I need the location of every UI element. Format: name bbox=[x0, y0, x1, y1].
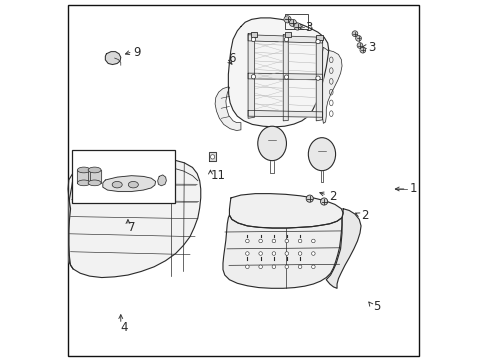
Text: 8: 8 bbox=[82, 185, 90, 198]
Text: 10: 10 bbox=[150, 163, 165, 176]
Polygon shape bbox=[283, 35, 287, 121]
Circle shape bbox=[258, 239, 262, 243]
Circle shape bbox=[284, 75, 288, 79]
Circle shape bbox=[210, 155, 214, 159]
Polygon shape bbox=[223, 215, 341, 288]
Circle shape bbox=[311, 265, 314, 269]
Circle shape bbox=[298, 265, 301, 269]
Polygon shape bbox=[158, 175, 166, 186]
Ellipse shape bbox=[112, 181, 122, 188]
Circle shape bbox=[251, 75, 255, 79]
Polygon shape bbox=[209, 152, 215, 161]
Polygon shape bbox=[247, 111, 322, 117]
Ellipse shape bbox=[77, 180, 90, 186]
Ellipse shape bbox=[308, 138, 335, 171]
Circle shape bbox=[315, 40, 320, 44]
Polygon shape bbox=[316, 37, 322, 121]
Polygon shape bbox=[102, 176, 155, 192]
Polygon shape bbox=[247, 33, 254, 118]
Circle shape bbox=[258, 252, 262, 255]
Circle shape bbox=[315, 76, 320, 80]
Bar bbox=[250, 32, 257, 37]
Circle shape bbox=[245, 239, 249, 243]
Circle shape bbox=[351, 31, 357, 37]
Bar bbox=[72, 150, 175, 203]
Polygon shape bbox=[247, 35, 322, 43]
Circle shape bbox=[311, 239, 314, 243]
Bar bbox=[284, 14, 307, 30]
Ellipse shape bbox=[88, 180, 101, 186]
Circle shape bbox=[271, 239, 275, 243]
Polygon shape bbox=[247, 73, 322, 80]
Circle shape bbox=[245, 252, 249, 255]
Polygon shape bbox=[215, 87, 241, 131]
Text: 7: 7 bbox=[128, 221, 135, 234]
Text: 3: 3 bbox=[305, 21, 312, 34]
Text: 3: 3 bbox=[367, 41, 375, 54]
Circle shape bbox=[245, 265, 249, 269]
Circle shape bbox=[284, 37, 288, 41]
Circle shape bbox=[298, 252, 301, 255]
Circle shape bbox=[356, 42, 362, 48]
Circle shape bbox=[289, 19, 296, 27]
Circle shape bbox=[271, 265, 275, 269]
Bar bbox=[284, 32, 290, 37]
Polygon shape bbox=[228, 18, 328, 127]
Circle shape bbox=[285, 239, 288, 243]
Circle shape bbox=[285, 265, 288, 269]
Text: 6: 6 bbox=[228, 51, 235, 64]
Polygon shape bbox=[69, 156, 201, 278]
Polygon shape bbox=[105, 51, 121, 64]
Text: 5: 5 bbox=[372, 300, 380, 313]
Ellipse shape bbox=[88, 167, 101, 173]
Polygon shape bbox=[325, 209, 360, 288]
Circle shape bbox=[320, 198, 327, 205]
Circle shape bbox=[311, 252, 314, 255]
Circle shape bbox=[284, 16, 290, 23]
Circle shape bbox=[298, 239, 301, 243]
Bar bbox=[316, 35, 322, 40]
Text: 2: 2 bbox=[360, 210, 368, 222]
Text: 4: 4 bbox=[121, 321, 128, 334]
Polygon shape bbox=[77, 170, 90, 183]
Ellipse shape bbox=[128, 181, 138, 188]
Circle shape bbox=[305, 195, 313, 202]
Circle shape bbox=[251, 37, 255, 41]
Circle shape bbox=[359, 47, 365, 53]
Ellipse shape bbox=[257, 126, 286, 161]
Text: 9: 9 bbox=[133, 46, 141, 59]
Polygon shape bbox=[88, 170, 101, 183]
Polygon shape bbox=[322, 47, 341, 123]
Circle shape bbox=[271, 252, 275, 255]
Text: 1: 1 bbox=[408, 183, 416, 195]
Text: 2: 2 bbox=[328, 190, 336, 203]
Ellipse shape bbox=[77, 167, 90, 173]
Circle shape bbox=[258, 265, 262, 269]
Circle shape bbox=[355, 36, 361, 41]
Text: 11: 11 bbox=[211, 169, 225, 182]
Circle shape bbox=[293, 23, 301, 30]
Polygon shape bbox=[229, 194, 343, 228]
Circle shape bbox=[285, 252, 288, 255]
